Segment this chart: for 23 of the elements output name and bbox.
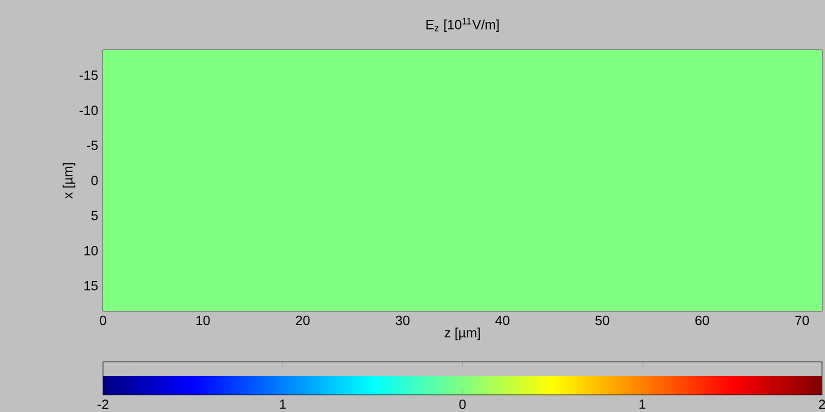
color-bar-label: 1: [640, 400, 646, 409]
x-tick-label: 50: [595, 316, 610, 326]
y-tick-label: -5: [87, 140, 98, 150]
y-tick-label: 15: [84, 281, 98, 290]
x-axis-title: z [µm]: [444, 328, 480, 340]
color-bar-label: -2: [98, 400, 108, 409]
color-bar-label: 0: [459, 400, 466, 410]
y-axis-title: x [µm]: [62, 163, 76, 199]
y-tick-label: -10: [80, 106, 98, 116]
y-tick-label: 10: [84, 246, 98, 256]
y-tick-label: -15: [80, 70, 98, 80]
x-tick-label: 40: [495, 316, 510, 326]
x-tick-label: 20: [296, 316, 310, 326]
chart-title: E$_{z}$ [10$^{11}$V/m]: [426, 18, 499, 32]
x-tick-label: 60: [695, 316, 710, 326]
x-tick-label: 10: [196, 316, 210, 326]
x-tick-label: 70: [795, 316, 809, 326]
y-tick-label: 5: [91, 210, 98, 220]
x-tick-label: 0: [100, 316, 106, 326]
x-tick-label: 30: [396, 316, 410, 326]
y-tick-label: 0: [91, 176, 98, 186]
color-bar-label: 2: [818, 400, 825, 409]
color-bar-label: 1: [280, 400, 286, 409]
